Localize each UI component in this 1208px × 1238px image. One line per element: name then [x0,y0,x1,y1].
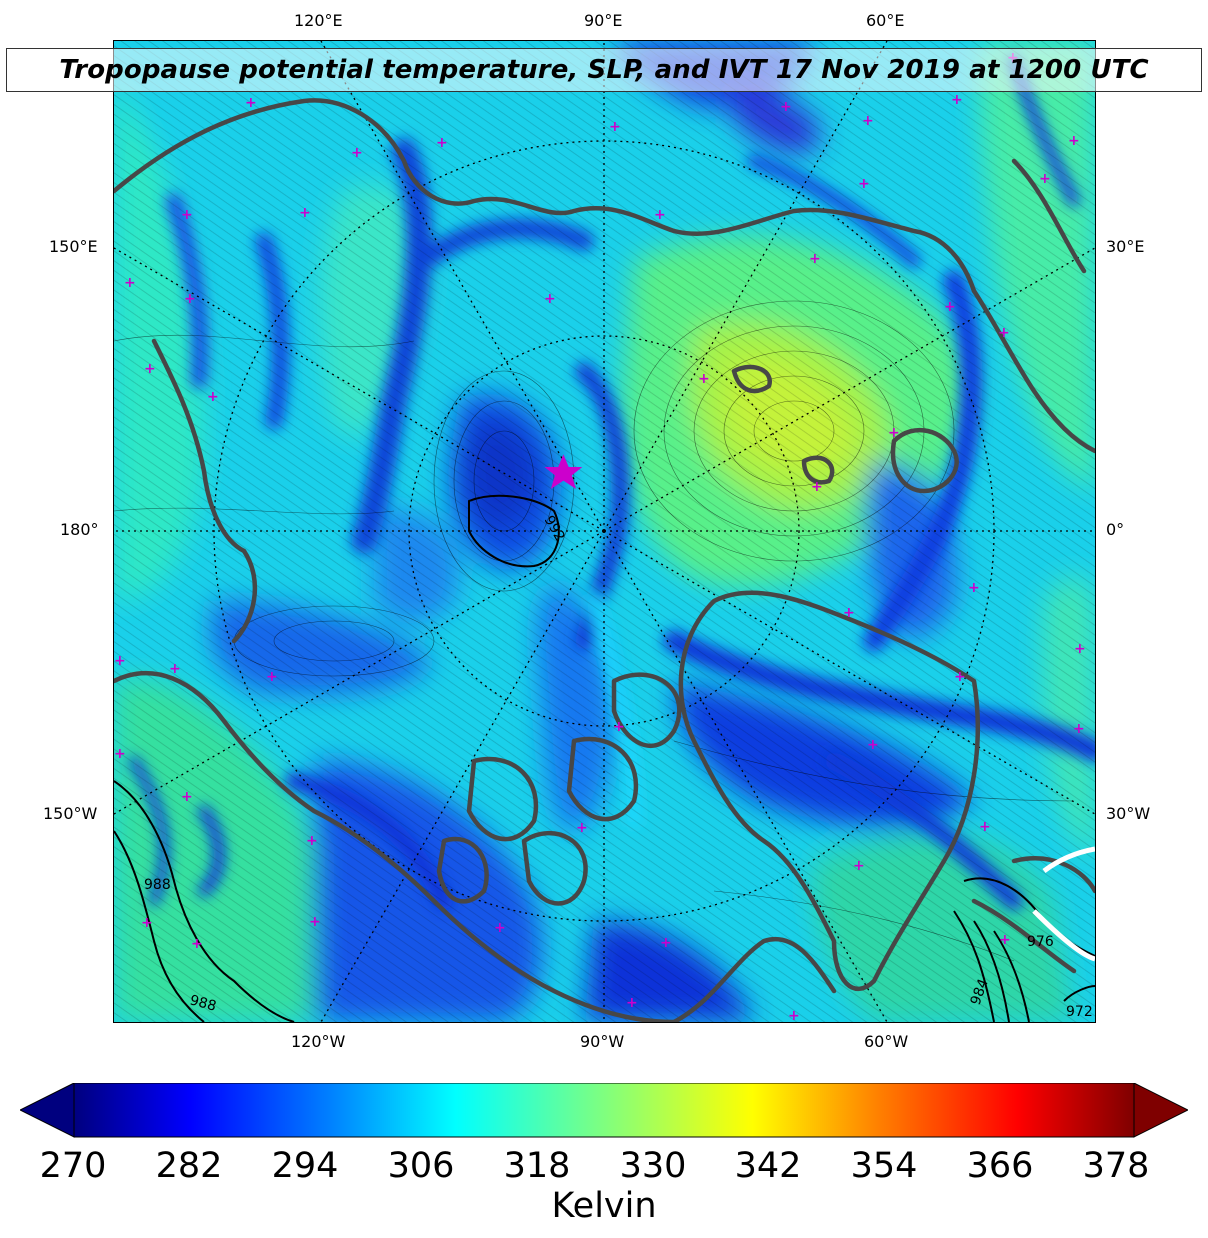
station-marker: + [181,789,193,805]
station-marker: + [299,205,311,221]
slp-low-992 [468,494,560,568]
station-markers: + + + + + + + + + + + + + + + + + + + + … [114,50,1086,1022]
lon-label-bottom: 120°W [291,1032,346,1051]
lon-label-right: 30°W [1106,804,1151,823]
station-marker: + [351,145,363,161]
station-marker: + [954,669,966,685]
station-marker: + [858,176,870,192]
lon-label-right: 0° [1106,520,1125,539]
station-marker: + [780,99,792,115]
contour-label: 988 [144,877,171,893]
colorbar-right-extend [1133,1083,1188,1138]
station-marker: + [788,1008,800,1022]
station-marker: + [609,119,621,135]
colorbar-left-extend [20,1083,75,1138]
contour-label: 988 [188,992,218,1014]
colorbar-tick-label: 366 [966,1146,1034,1186]
station-marker: + [979,819,991,835]
tropopause-theta-map: 992 988 988 972 976 984 + + + + + + + + … [114,41,1095,1022]
colorbar-gradient [73,1083,1135,1138]
station-marker: + [181,207,193,223]
station-marker: + [266,669,278,685]
station-marker: + [169,661,181,677]
slp-contours [114,494,1095,1022]
station-marker: + [951,92,963,108]
isentrope-contours [114,300,1075,962]
station-marker: + [1073,721,1085,737]
colorbar-tick-label: 342 [734,1146,802,1186]
colorbar-tick-label: 318 [503,1146,571,1186]
station-marker: + [114,653,126,669]
contour-label: 972 [1066,1004,1093,1020]
station-marker: + [1039,171,1051,187]
lon-label-bottom: 90°W [580,1032,625,1051]
lon-label-right: 30°E [1106,237,1145,256]
station-marker: + [245,95,257,111]
station-marker: + [184,291,196,307]
station-marker: + [862,113,874,129]
station-marker: + [999,932,1011,948]
station-marker: + [576,820,588,836]
station-marker: + [811,479,823,495]
station-marker: + [114,746,126,762]
station-marker: + [144,361,156,377]
station-marker: + [626,995,638,1011]
map-panel: 992 988 988 972 976 984 + + + + + + + + … [113,40,1096,1023]
coastlines [114,98,1095,1022]
colorbar-tick-label: 282 [155,1146,223,1186]
colorbar-tick-label: 354 [850,1146,918,1186]
colorbar-tick-label: 378 [1082,1146,1150,1186]
station-marker: + [191,936,203,952]
station-marker: + [843,605,855,621]
station-marker: + [306,833,318,849]
title-box: Tropopause potential temperature, SLP, a… [6,48,1202,92]
colorbar [20,1083,1188,1138]
contour-labels: 992 988 988 972 976 984 [144,513,1093,1020]
station-marker: + [698,371,710,387]
station-marker: + [809,251,821,267]
station-marker: + [494,920,506,936]
station-marker: + [141,915,153,931]
lon-label-left: 150°W [43,804,98,823]
station-marker: + [124,275,136,291]
station-marker: + [1074,641,1086,657]
star-marker [544,454,583,490]
ivt-contour [1032,846,1095,962]
graticule [114,41,1095,1022]
colorbar-tick-label: 330 [619,1146,687,1186]
colorbar-tick-label: 270 [39,1146,107,1186]
station-marker: + [888,425,900,441]
station-marker: + [660,935,672,951]
station-marker: + [613,719,625,735]
station-marker: + [207,389,219,405]
station-marker: + [998,325,1010,341]
station-marker: + [1068,133,1080,149]
lon-label-top: 60°E [866,11,905,30]
lon-label-left: 180° [60,520,99,539]
station-marker: + [944,299,956,315]
station-marker: + [853,858,865,874]
station-marker: + [544,291,556,307]
station-marker: + [867,737,879,753]
contour-label: 976 [1027,934,1054,950]
lon-label-left: 150°E [49,237,98,256]
lon-label-top: 120°E [294,11,343,30]
colorbar-label: Kelvin [551,1186,657,1226]
lon-label-top: 90°E [584,11,623,30]
station-marker: + [309,914,321,930]
colorbar-tick-label: 294 [271,1146,339,1186]
colorbar-tick-label: 306 [387,1146,455,1186]
lon-label-bottom: 60°W [864,1032,909,1051]
plot-title: Tropopause potential temperature, SLP, a… [59,55,1149,85]
station-marker: + [654,207,666,223]
station-marker: + [968,580,980,596]
station-marker: + [436,135,448,151]
